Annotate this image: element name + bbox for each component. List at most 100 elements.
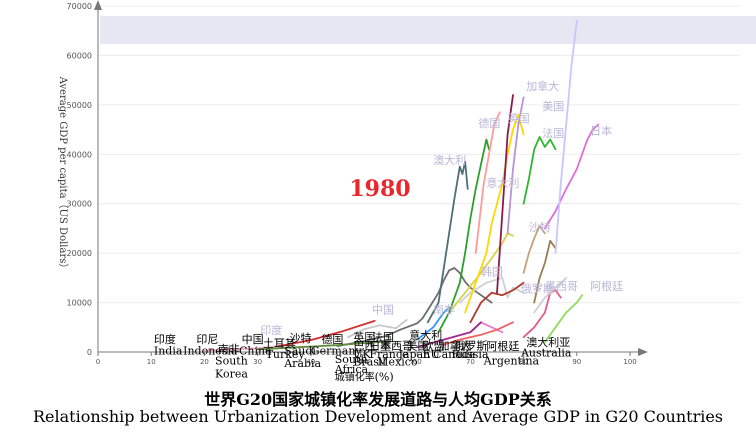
series-line: [426, 160, 469, 324]
x-tick-label: 60: [413, 358, 422, 366]
x-tick-label: 100: [623, 358, 636, 366]
series-line: [469, 281, 525, 324]
country-label: France: [369, 348, 408, 361]
series-line: [522, 136, 557, 205]
y-tick-label: 40000: [67, 150, 92, 159]
country-label: 日本: [369, 339, 391, 353]
country-label: Mexico: [377, 355, 418, 368]
country-label: 法国: [372, 330, 394, 344]
series-line: [278, 320, 376, 347]
series-line: [442, 321, 514, 346]
series-lines: [203, 19, 599, 352]
country-label: South: [335, 353, 368, 366]
country-label: 韩国: [481, 264, 503, 278]
country-label: 中国: [242, 333, 264, 346]
country-label: 意大利: [409, 328, 442, 342]
country-label: 美国: [542, 100, 564, 113]
series-line: [522, 289, 562, 339]
country-label: 阿根廷: [590, 279, 623, 293]
country-label: China: [239, 344, 272, 357]
country-label: Japan: [398, 348, 431, 361]
country-label: 俄罗斯: [521, 283, 554, 296]
series-line: [506, 96, 525, 235]
country-label: 印尼: [196, 333, 218, 346]
country-label: 印度: [154, 332, 176, 346]
country-label: 南非: [433, 303, 455, 316]
y-tick-label: 20000: [67, 249, 92, 258]
country-label: 法国: [542, 126, 564, 140]
country-label: 阿根廷: [486, 339, 519, 353]
x-axis-arrow: [638, 348, 648, 356]
x-tick-label: 50: [360, 358, 369, 366]
country-label: 日本: [590, 124, 612, 138]
country-label: UK: [353, 348, 371, 361]
country-label: Arabia: [283, 357, 321, 370]
country-label: 巴西: [353, 340, 375, 353]
x-tick-label: 30: [253, 358, 262, 366]
country-label: Africa: [334, 363, 369, 376]
series-line: [533, 277, 568, 314]
country-label: 英国: [508, 111, 530, 125]
series-line: [554, 19, 578, 254]
year-label: 1980: [349, 176, 410, 202]
series-line: [416, 306, 450, 341]
top-highlight-band: [100, 16, 756, 44]
country-label: 印度: [260, 323, 282, 337]
series-line: [416, 321, 482, 348]
y-tick-label: 30000: [67, 200, 92, 209]
y-axis-label: Average GDP per capita（US Dollars）: [57, 76, 69, 274]
y-tick-label: 60000: [67, 51, 92, 60]
series-line: [464, 113, 525, 314]
grid: [98, 5, 740, 304]
country-label: 德国: [321, 332, 343, 346]
country-label: 英国: [353, 330, 375, 344]
country-label: Germany: [311, 344, 363, 357]
x-tick-label: 80: [519, 358, 528, 366]
series-line: [458, 277, 525, 304]
country-label: Australia: [520, 346, 572, 359]
country-label: Canada: [433, 348, 476, 361]
x-tick-label: 40: [306, 358, 315, 366]
series-line: [522, 225, 546, 274]
y-tick-label: 50000: [67, 101, 92, 110]
country-label: 沙特: [290, 331, 312, 345]
series-line: [437, 138, 490, 334]
x-tick-label: 10: [147, 358, 156, 366]
country-label: 土耳其: [263, 337, 296, 350]
y-axis-arrow: [94, 0, 102, 10]
country-label: 加拿大: [526, 79, 559, 93]
series-line: [496, 94, 514, 294]
country-label: 澳大利亚: [526, 335, 570, 349]
country-label: 中国: [372, 303, 394, 316]
country-label: Indonesia: [183, 344, 238, 357]
country-label: Brasil: [353, 355, 386, 368]
country-label: 城镇化率: [335, 371, 375, 384]
x-tick-label: 0: [96, 358, 100, 366]
country-label: 墨西哥: [545, 280, 578, 293]
series-line: [474, 111, 501, 254]
country-label: 南非: [218, 343, 240, 356]
country-label: Russia: [452, 348, 489, 361]
country-label: Saudi: [284, 344, 316, 357]
series-line: [544, 123, 599, 230]
country-label: South: [215, 354, 248, 367]
country-label: 沙特: [529, 220, 551, 234]
country-label: 欧盟: [423, 340, 445, 353]
country-label: Argentina: [483, 354, 540, 367]
country-label: India: [154, 344, 183, 357]
series-line: [544, 294, 583, 343]
series-line: [256, 340, 392, 351]
y-tick-label: 10000: [67, 299, 92, 308]
country-label: 墨西哥: [380, 340, 413, 353]
axes: 0 10000 20000 30000 40000 50000 60000 70000 0 10 2…: [67, 0, 648, 366]
country-label: 德国: [478, 116, 500, 130]
country-label: (%): [375, 371, 394, 384]
y-tick-label: 70000: [67, 2, 92, 11]
x-tick-label: 20: [200, 358, 209, 366]
chart-title-chinese: 世界G20国家城镇化率发展道路与人均GDP关系: [204, 390, 552, 409]
series-line: [533, 239, 557, 304]
country-label: 加拿大: [438, 339, 471, 353]
country-label: 俄罗斯: [454, 340, 487, 353]
series-line: [347, 319, 408, 339]
